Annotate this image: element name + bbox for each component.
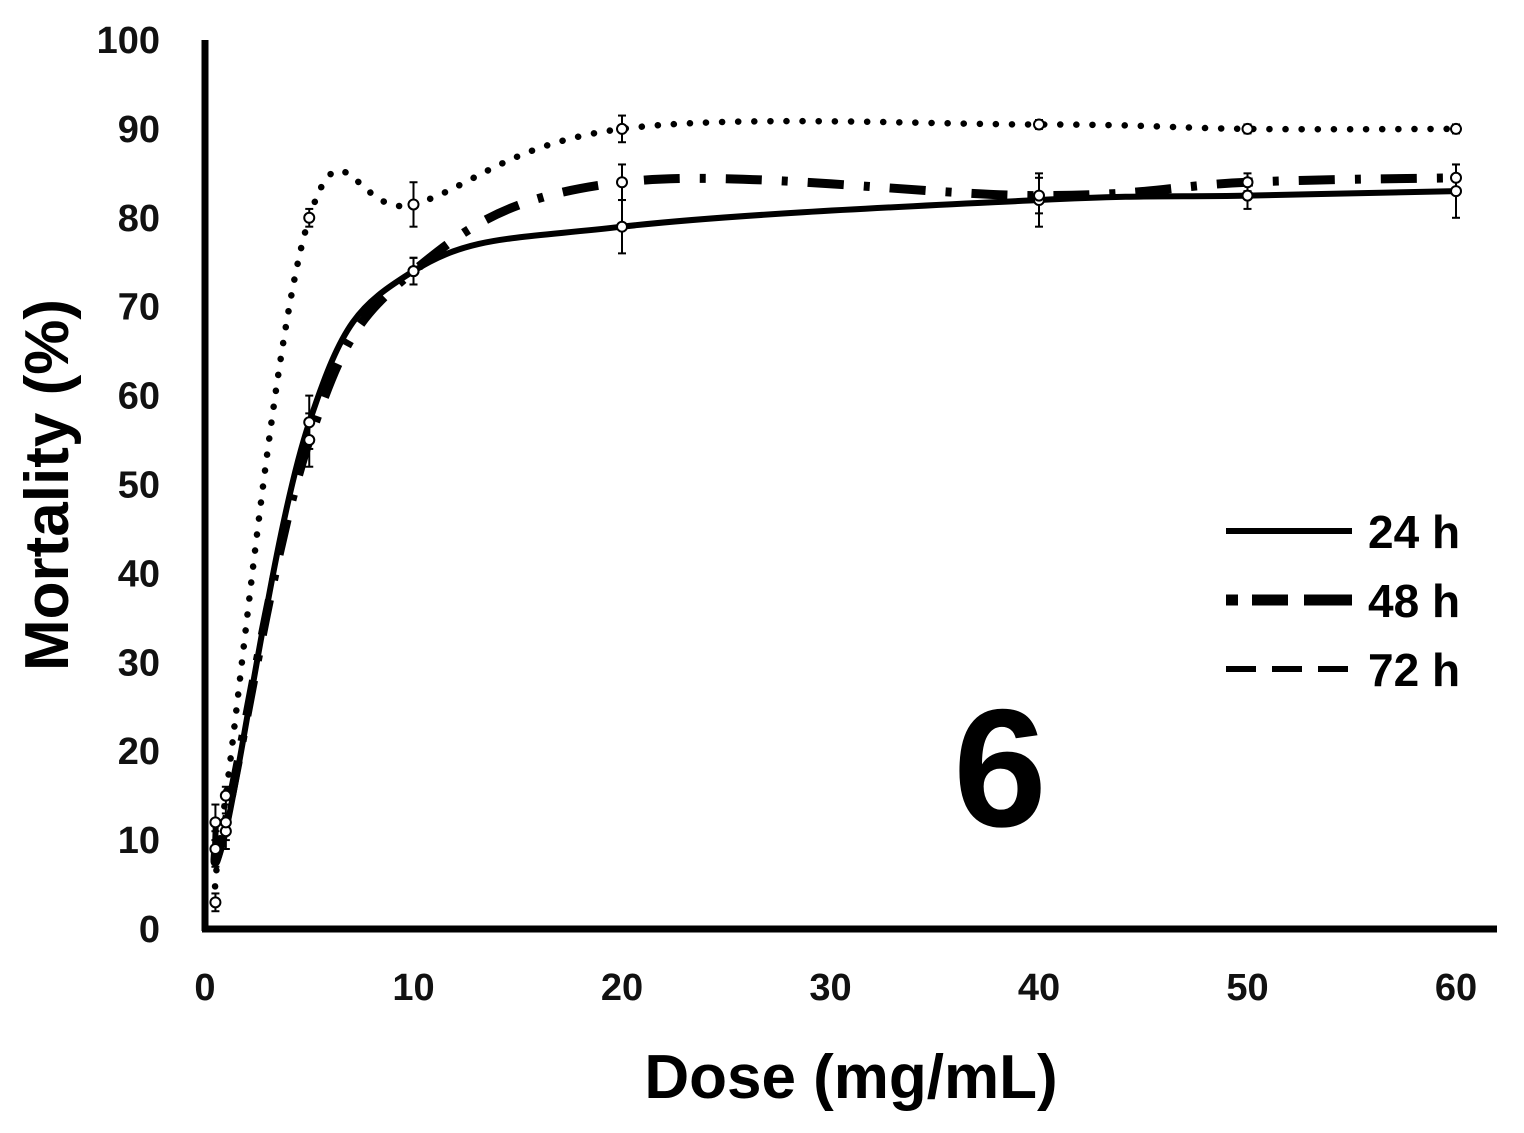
- y-tick-label: 0: [139, 909, 160, 951]
- series-line-72-h: [211, 117, 1460, 906]
- x-tick-label: 10: [392, 967, 434, 1009]
- legend-item-72-h: 72 h: [1226, 644, 1460, 696]
- x-tick-label: 0: [194, 967, 215, 1009]
- data-point-72-h: [616, 122, 628, 135]
- data-point-72-h: [219, 789, 232, 802]
- data-point-24-h: [209, 816, 222, 829]
- data-point-24-h: [616, 220, 628, 233]
- data-point-48-h: [1241, 176, 1254, 189]
- x-tick-label: 60: [1435, 967, 1477, 1009]
- y-tick-label: 50: [118, 465, 160, 507]
- data-point-48-h: [303, 434, 316, 447]
- y-tick-label: 80: [118, 198, 160, 240]
- series-lines: [210, 117, 1460, 906]
- legend-item-48-h: 48 h: [1226, 575, 1460, 627]
- tick-labels: 0 10 20 30 40 50 60 70 80 90 100 0 10 20 30 40 50 60: [97, 20, 1478, 1009]
- x-tick-label: 40: [1018, 967, 1060, 1009]
- legend-item-24-h: 24 h: [1226, 506, 1460, 558]
- y-tick-label: 70: [118, 287, 160, 329]
- x-axis-title: Dose (mg/mL): [644, 1043, 1057, 1112]
- y-tick-label: 100: [97, 20, 160, 62]
- x-tick-label: 30: [809, 967, 851, 1009]
- y-tick-label: 60: [118, 376, 160, 418]
- data-points: [209, 118, 1462, 909]
- data-point-72-h: [1033, 118, 1045, 131]
- legend: 24 h 48 h 72 h: [1226, 506, 1460, 696]
- series-line-48-h: [210, 173, 1457, 867]
- data-point-48-h: [407, 265, 420, 278]
- panel-label: 6: [953, 674, 1046, 862]
- error-bars: [211, 114, 1460, 913]
- data-point-72-h: [303, 211, 316, 224]
- legend-label-72-h: 72 h: [1368, 644, 1460, 696]
- data-point-72-h: [1450, 122, 1462, 135]
- y-axis-title: Mortality (%): [13, 299, 82, 671]
- series-line-24-h: [211, 188, 1457, 865]
- axes: [201, 40, 1497, 933]
- data-point-48-h: [219, 816, 232, 829]
- data-point-48-h: [1033, 189, 1045, 202]
- x-tick-label: 20: [601, 967, 643, 1009]
- data-point-48-h: [616, 176, 628, 189]
- y-tick-label: 10: [118, 820, 160, 862]
- y-tick-label: 20: [118, 731, 160, 773]
- data-point-72-h: [407, 198, 420, 211]
- x-tick-label: 50: [1226, 967, 1268, 1009]
- y-tick-label: 40: [118, 553, 160, 595]
- data-point-24-h: [303, 416, 316, 429]
- y-tick-label: 90: [118, 109, 160, 151]
- legend-label-24-h: 24 h: [1368, 506, 1460, 558]
- data-point-72-h: [1241, 122, 1254, 135]
- data-point-24-h: [1450, 185, 1462, 198]
- legend-label-48-h: 48 h: [1368, 575, 1460, 627]
- y-tick-label: 30: [118, 642, 160, 684]
- data-point-24-h: [1241, 189, 1254, 202]
- data-point-48-h: [209, 842, 222, 855]
- data-point-72-h: [209, 896, 222, 909]
- data-point-48-h: [1450, 171, 1462, 184]
